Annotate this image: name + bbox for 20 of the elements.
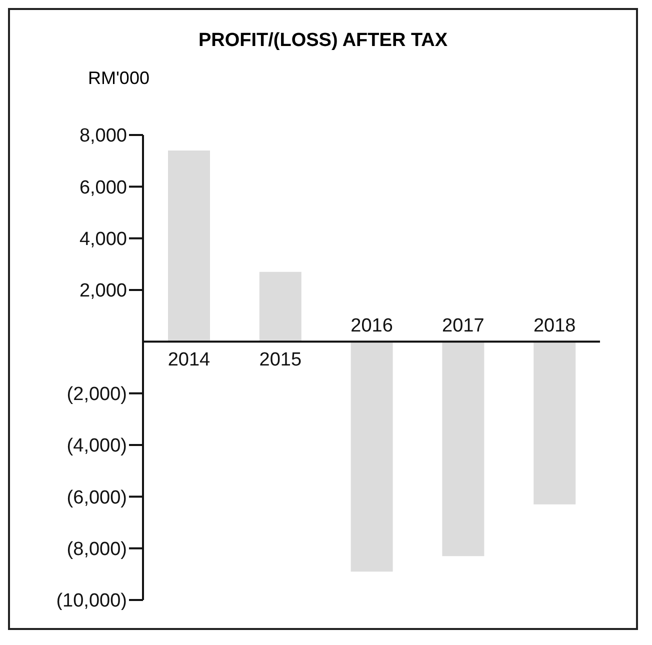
y-tick-label: (2,000)	[66, 384, 127, 406]
x-tick-label: 2017	[442, 316, 484, 337]
y-tick-label: (8,000)	[66, 539, 127, 560]
bar	[534, 342, 576, 504]
x-tick-label: 2018	[533, 316, 576, 337]
bar	[259, 272, 302, 342]
y-tick-label: 8,000	[79, 126, 127, 147]
bar	[350, 342, 393, 572]
y-tick-label: 4,000	[79, 229, 127, 250]
chart-title: PROFIT/(LOSS) AFTER TAX	[197, 30, 449, 52]
x-tick-label: 2015	[259, 350, 302, 371]
y-tick-label: 2,000	[79, 280, 127, 302]
y-tick-label: 6,000	[79, 177, 127, 198]
y-tick-label: (4,000)	[66, 436, 127, 457]
x-tick-label: 2014	[168, 350, 211, 371]
y-tick-label: (6,000)	[66, 487, 127, 508]
bar	[442, 342, 484, 556]
y-axis-title: RM'000	[88, 68, 150, 89]
x-tick-label: 2016	[350, 316, 393, 337]
bar	[168, 150, 210, 342]
